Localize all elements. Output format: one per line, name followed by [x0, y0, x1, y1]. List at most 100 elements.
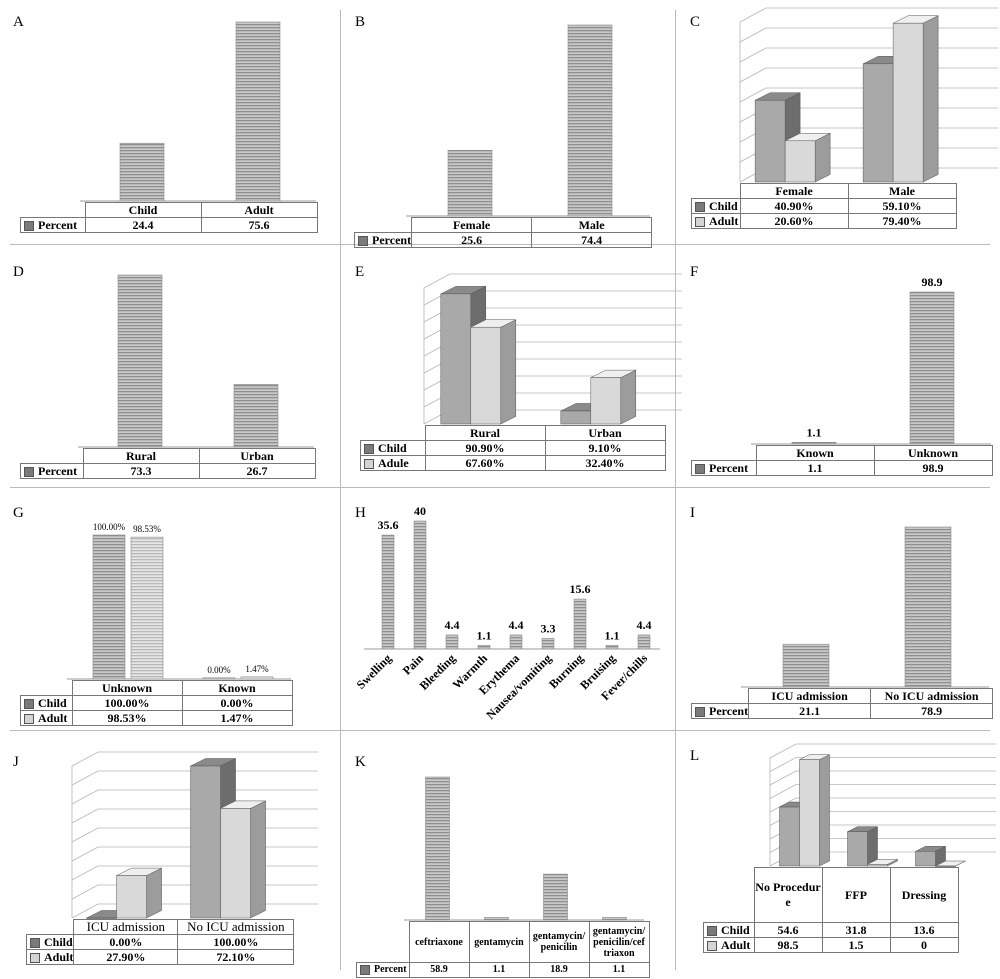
table-cell: 24.4: [84, 217, 202, 233]
grid-line: [739, 27, 998, 43]
table-cell: 67.60%: [424, 455, 546, 471]
data-label: 3.3: [541, 621, 556, 635]
table-cell: 100.00%: [71, 695, 183, 711]
category-label: Known: [181, 680, 293, 696]
category-label: gentamycin: [468, 921, 530, 963]
data-table: Female Male Child 40.90% 59.10% Adult 20…: [691, 183, 957, 229]
table-cell: 1.1: [588, 962, 650, 978]
chart-k: [404, 776, 644, 921]
table-cell: 13.6: [889, 922, 959, 938]
category-label: Adult: [200, 202, 318, 218]
panel-label: F: [690, 264, 699, 280]
panel-label: C: [690, 14, 701, 30]
chart-h: 35.6Swelling40Pain4.4Bleeding1.1Warmth4.…: [354, 504, 660, 722]
category-label: Female: [739, 183, 849, 199]
legend-swatch: [707, 926, 717, 937]
bar: [130, 536, 164, 680]
data-label: 1.47%: [245, 664, 269, 674]
category-label: Child: [84, 202, 202, 218]
bar: [605, 645, 619, 650]
grid-line: [739, 47, 998, 63]
legend-label: Adult: [709, 214, 739, 228]
bar: [220, 808, 251, 919]
bar: [590, 377, 622, 425]
table-cell: 73.3: [82, 463, 200, 479]
panel-a: A Child Adult Percent 24.4 75.6: [0, 0, 340, 244]
legend-swatch: [30, 938, 40, 949]
panel-k: K ceftriaxone gentamycin gentamycin/ pen…: [340, 730, 675, 979]
data-table: ICU admission No ICU admission Child 0.0…: [25, 919, 295, 965]
data-label: 4.4: [445, 618, 460, 632]
legend-swatch: [358, 236, 368, 247]
chart-l: [769, 743, 996, 867]
bar: [116, 875, 147, 919]
bar-side: [500, 319, 517, 425]
table-cell: 98.5: [753, 937, 823, 953]
data-table: ICU admission No ICU admission Percent 2…: [690, 688, 994, 719]
bar: [567, 24, 613, 217]
table-cell: 25.6: [411, 232, 533, 248]
legend-label: Child: [44, 935, 73, 949]
bar: [779, 806, 800, 867]
table-cell: 21.1: [748, 703, 872, 719]
legend-swatch: [24, 467, 34, 478]
bar: [935, 865, 956, 867]
bar: [240, 676, 274, 680]
grid-separator: [340, 10, 341, 970]
panel-f: F 1.1 98.9 Known Unknown Percent 1.1 98.9: [675, 244, 1000, 487]
panel-g: G 100.00% 98.53% 0.00% 1.47% Unknown Known …: [0, 487, 340, 730]
legend-swatch: [360, 964, 370, 975]
legend-label: Child: [721, 923, 750, 937]
legend-swatch: [24, 699, 34, 710]
chart-c: [739, 7, 998, 183]
bar: [413, 520, 427, 650]
grid-line: [71, 789, 318, 805]
bar: [862, 63, 894, 183]
panel-i: I ICU admission No ICU admission Percent…: [675, 487, 1000, 730]
panel-label: A: [13, 14, 24, 30]
data-label: 1.1: [605, 628, 620, 642]
bar: [847, 831, 868, 867]
table-cell: 59.10%: [847, 198, 957, 214]
bar: [560, 410, 592, 425]
legend-label: Percent: [38, 464, 78, 478]
bar: [92, 534, 126, 680]
data-table: Rural Urban Child 90.90% 9.10% Adule 67.…: [360, 425, 666, 471]
data-table: Rural Urban Percent 73.3 26.7: [20, 448, 316, 479]
panel-d: D Rural Urban Percent 73.3 26.7: [0, 244, 340, 487]
category-label: Unknown: [71, 680, 183, 696]
table-cell: 98.53%: [71, 710, 183, 726]
panel-label: L: [690, 748, 700, 764]
bar: [915, 851, 936, 867]
bar: [381, 534, 395, 650]
table-cell: 27.90%: [73, 949, 179, 965]
panel-e: E Rural Urban Child 90.90% 9.10% Adule 6…: [340, 244, 682, 487]
category-label: Dressing: [889, 867, 959, 923]
legend-swatch: [24, 221, 34, 232]
bar: [447, 149, 493, 217]
grid-line: [423, 273, 682, 289]
table-cell: 0.00%: [181, 695, 293, 711]
grid-separator: [675, 10, 676, 970]
category-label: No ICU admission: [177, 919, 295, 935]
data-table: Known Unknown Percent 1.1 98.9: [691, 445, 993, 476]
category-label: Known: [755, 445, 875, 461]
bar: [484, 917, 509, 921]
panel-label: I: [690, 505, 695, 521]
bar: [892, 22, 924, 183]
category-label: Rural: [424, 425, 546, 441]
table-cell: 26.7: [198, 463, 316, 479]
bar-side: [620, 369, 637, 425]
legend-label: Adule: [378, 456, 409, 470]
bar: [754, 99, 786, 183]
bar: [909, 291, 955, 445]
data-table: No Procedur e FFP Dressing Child 54.6 31…: [703, 867, 959, 953]
chart-b: [406, 24, 650, 217]
table-cell: 78.9: [870, 703, 994, 719]
category-label: Urban: [544, 425, 666, 441]
grid-line: [739, 7, 998, 23]
grid-line: [769, 797, 996, 813]
bar: [637, 634, 651, 650]
data-label: 40: [414, 504, 426, 518]
category-label: FFP: [821, 867, 891, 923]
